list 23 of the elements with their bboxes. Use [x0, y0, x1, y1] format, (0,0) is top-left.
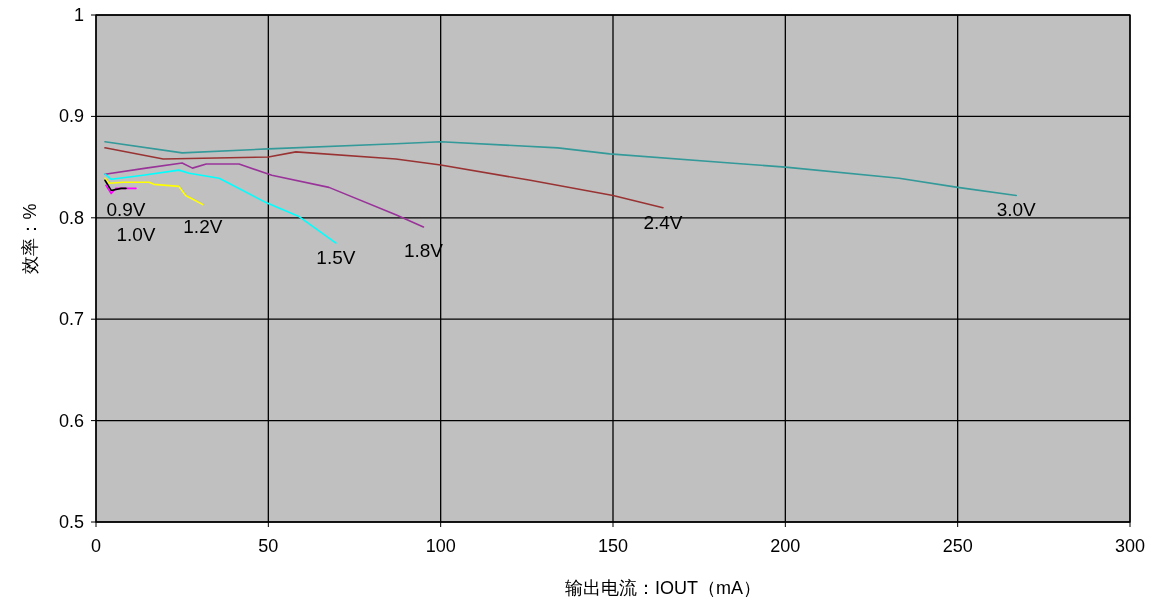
- series-label: 2.4V: [643, 211, 683, 233]
- series-label: 0.9V: [106, 199, 146, 221]
- y-tick-label: 0.9: [58, 106, 84, 127]
- line-series: [104, 140, 1018, 197]
- y-tick-label: 0.5: [58, 512, 84, 532]
- y-tick-label: 0.6: [58, 410, 84, 431]
- series-label: 1.0V: [116, 224, 156, 246]
- y-tick-label: 0.8: [58, 207, 84, 228]
- x-tick-label: 50: [258, 536, 279, 556]
- series-label: 1.2V: [183, 215, 223, 237]
- x-tick-label: 100: [425, 536, 456, 556]
- x-tick-label: 0: [90, 536, 102, 556]
- x-tick-label: 200: [770, 536, 801, 556]
- y-axis-title: 效率：%: [20, 203, 40, 274]
- y-tick-label: 0.7: [58, 309, 84, 330]
- x-tick-label: 150: [597, 536, 629, 556]
- series-label: 3.0V: [996, 199, 1037, 221]
- x-tick-label: 300: [1114, 536, 1146, 556]
- series-label: 1.5V: [316, 247, 356, 269]
- x-axis-title: 输出电流：IOUT（mA）: [565, 578, 761, 598]
- y-tick-label: 1: [73, 5, 84, 25]
- line-series: [104, 169, 337, 244]
- x-tick-label: 250: [942, 536, 973, 556]
